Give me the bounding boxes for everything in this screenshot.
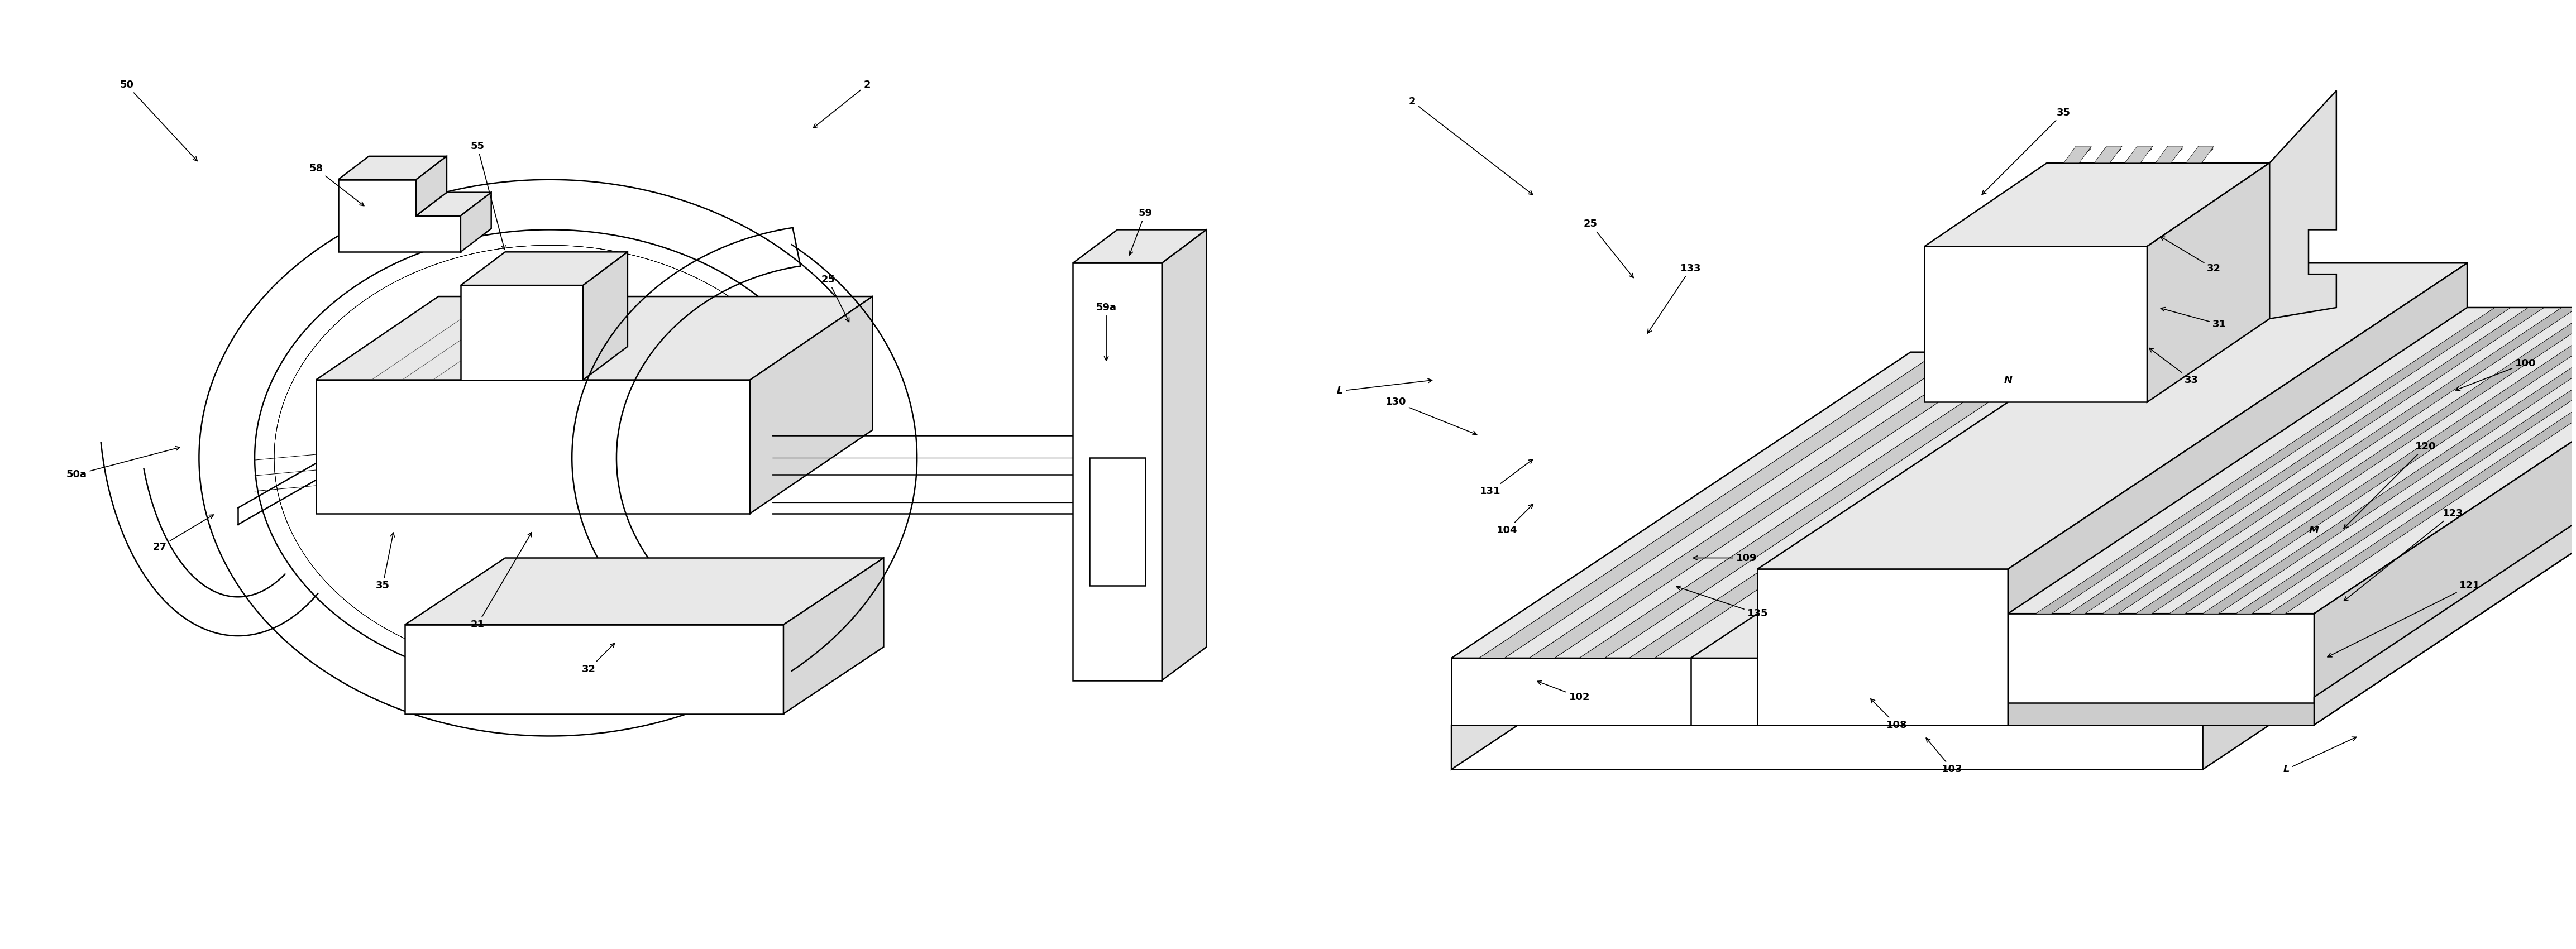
Polygon shape: [2007, 702, 2313, 725]
Text: 135: 135: [1677, 586, 1767, 619]
Polygon shape: [1690, 575, 1883, 658]
Text: 35: 35: [376, 532, 394, 591]
Polygon shape: [1450, 419, 2576, 725]
Polygon shape: [417, 193, 492, 215]
Text: 32: 32: [582, 643, 616, 675]
Polygon shape: [783, 558, 884, 714]
Polygon shape: [750, 296, 873, 513]
Polygon shape: [2169, 307, 2576, 614]
Text: 55: 55: [471, 141, 505, 250]
Polygon shape: [461, 286, 582, 380]
Polygon shape: [1530, 352, 2014, 658]
Polygon shape: [2007, 307, 2576, 614]
Polygon shape: [337, 179, 461, 251]
Text: 25: 25: [1584, 219, 1633, 278]
Polygon shape: [1450, 725, 2202, 770]
Polygon shape: [2125, 146, 2154, 163]
Polygon shape: [2313, 307, 2576, 725]
Polygon shape: [2102, 307, 2576, 614]
Text: 108: 108: [1870, 698, 1906, 730]
Text: 130: 130: [1386, 397, 1476, 435]
Text: 27: 27: [152, 514, 214, 552]
Polygon shape: [2035, 307, 2512, 614]
Polygon shape: [1690, 658, 1757, 725]
Text: 102: 102: [1538, 680, 1589, 702]
Text: 59: 59: [1128, 208, 1151, 255]
Text: L: L: [2282, 737, 2357, 774]
Polygon shape: [1924, 247, 2148, 402]
Text: 120: 120: [2344, 441, 2437, 529]
Polygon shape: [317, 296, 873, 380]
Polygon shape: [1757, 352, 2218, 725]
Polygon shape: [2236, 307, 2576, 614]
Polygon shape: [1072, 230, 1206, 263]
Polygon shape: [2069, 307, 2545, 614]
Polygon shape: [2202, 307, 2576, 614]
Polygon shape: [2156, 146, 2184, 163]
Text: 100: 100: [2455, 358, 2535, 391]
Polygon shape: [2007, 263, 2468, 725]
Polygon shape: [2094, 146, 2123, 163]
Polygon shape: [2063, 146, 2092, 163]
Text: 59a: 59a: [1095, 303, 1115, 361]
Polygon shape: [317, 380, 750, 513]
Polygon shape: [1631, 352, 2115, 658]
Text: 31: 31: [2161, 307, 2226, 329]
Polygon shape: [1479, 352, 1963, 658]
Text: 50a: 50a: [67, 446, 180, 479]
Polygon shape: [1072, 263, 1162, 680]
Polygon shape: [1450, 658, 1757, 725]
Polygon shape: [404, 624, 783, 714]
Polygon shape: [2148, 163, 2269, 402]
Text: 104: 104: [1497, 504, 1533, 535]
Polygon shape: [2269, 90, 2336, 319]
Polygon shape: [582, 251, 629, 380]
Text: 58: 58: [309, 163, 363, 206]
Text: 21: 21: [471, 532, 531, 630]
Polygon shape: [1450, 352, 2218, 658]
Polygon shape: [461, 251, 629, 286]
Text: 32: 32: [2161, 236, 2221, 273]
Text: M: M: [2308, 525, 2318, 535]
Text: L: L: [1337, 379, 1432, 396]
Polygon shape: [1450, 419, 1911, 770]
Text: 50: 50: [118, 80, 198, 161]
Text: 109: 109: [1692, 553, 1757, 563]
Text: 35: 35: [1981, 108, 2071, 195]
Polygon shape: [2202, 419, 2576, 770]
Text: 133: 133: [1649, 264, 1700, 333]
Polygon shape: [2136, 307, 2576, 614]
Text: 2: 2: [814, 80, 871, 128]
Polygon shape: [2007, 614, 2313, 725]
Text: 33: 33: [2148, 348, 2197, 385]
Text: 123: 123: [2344, 509, 2463, 601]
Polygon shape: [2269, 307, 2576, 614]
Text: 131: 131: [1479, 459, 1533, 496]
Polygon shape: [404, 558, 884, 624]
Polygon shape: [337, 157, 446, 179]
Polygon shape: [461, 193, 492, 251]
Polygon shape: [1090, 457, 1146, 586]
Polygon shape: [1924, 163, 2269, 247]
Polygon shape: [1757, 263, 2468, 569]
Text: 25: 25: [822, 274, 850, 322]
Text: N: N: [2004, 375, 2012, 385]
Polygon shape: [1162, 230, 1206, 680]
Polygon shape: [2313, 391, 2576, 725]
Text: 103: 103: [1927, 738, 1963, 774]
Polygon shape: [417, 157, 446, 215]
Polygon shape: [1579, 352, 2063, 658]
Polygon shape: [1757, 569, 2007, 725]
Polygon shape: [2187, 146, 2213, 163]
Text: 2: 2: [1409, 97, 1533, 195]
Text: 121: 121: [2329, 581, 2481, 657]
Polygon shape: [1757, 575, 1883, 725]
